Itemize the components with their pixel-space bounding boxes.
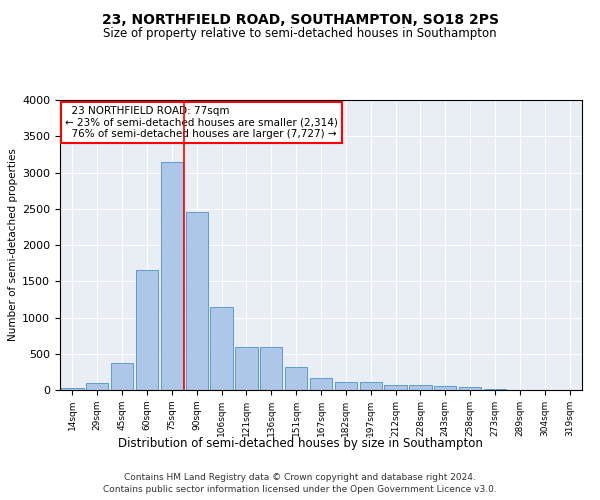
Bar	[285, 367, 307, 390]
Bar	[310, 378, 332, 390]
Bar	[136, 270, 158, 390]
Text: Contains HM Land Registry data © Crown copyright and database right 2024.: Contains HM Land Registry data © Crown c…	[124, 472, 476, 482]
Text: 23, NORTHFIELD ROAD, SOUTHAMPTON, SO18 2PS: 23, NORTHFIELD ROAD, SOUTHAMPTON, SO18 2…	[101, 12, 499, 26]
Bar	[484, 389, 506, 390]
Bar	[385, 384, 407, 390]
Text: Contains public sector information licensed under the Open Government Licence v3: Contains public sector information licen…	[103, 485, 497, 494]
Y-axis label: Number of semi-detached properties: Number of semi-detached properties	[8, 148, 18, 342]
Text: Distribution of semi-detached houses by size in Southampton: Distribution of semi-detached houses by …	[118, 438, 482, 450]
Bar	[459, 387, 481, 390]
Bar	[185, 212, 208, 390]
Bar	[409, 386, 431, 390]
Bar	[335, 382, 357, 390]
Text: Size of property relative to semi-detached houses in Southampton: Size of property relative to semi-detach…	[103, 28, 497, 40]
Bar	[111, 363, 133, 390]
Bar	[260, 346, 283, 390]
Text: 23 NORTHFIELD ROAD: 77sqm
← 23% of semi-detached houses are smaller (2,314)
  76: 23 NORTHFIELD ROAD: 77sqm ← 23% of semi-…	[65, 106, 338, 139]
Bar	[211, 306, 233, 390]
Bar	[161, 162, 183, 390]
Bar	[359, 382, 382, 390]
Bar	[235, 346, 257, 390]
Bar	[434, 386, 457, 390]
Bar	[61, 388, 83, 390]
Bar	[86, 383, 109, 390]
